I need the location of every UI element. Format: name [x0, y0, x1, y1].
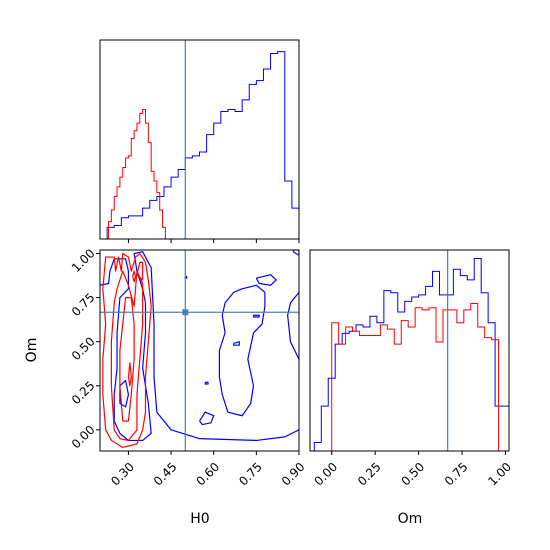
- contour-series-1-2: [119, 297, 135, 422]
- joint-x-tick-label-0: 0.30: [108, 460, 137, 489]
- joint-contours: [100, 250, 299, 449]
- joint-y-tick-label-4: 1.00: [69, 246, 98, 275]
- contour-series-1-0: [102, 252, 152, 449]
- joint-truth-marker: [182, 309, 189, 316]
- contour-series-0-3: [255, 274, 277, 286]
- joint-x-tick-label-4: 0.90: [279, 460, 308, 489]
- om-histograms: [313, 258, 509, 451]
- h0-hist-series-0: [100, 51, 299, 239]
- om-x-tick-label-3: 0.75: [442, 460, 471, 489]
- om-frame: [309, 249, 510, 452]
- om-hist-series-1: [331, 302, 506, 451]
- om-x-tick-label-1: 0.25: [355, 460, 384, 489]
- contour-series-0-5: [198, 411, 215, 426]
- contour-series-0-0: [100, 251, 299, 442]
- om-x-tick-label-0: 0.00: [312, 460, 341, 489]
- joint-y-tick-label-1: 0.25: [69, 378, 98, 407]
- x-axis-label-h0: H0: [190, 511, 209, 527]
- contour-series-1-3: [136, 261, 144, 281]
- contour-series-1-1: [110, 270, 144, 442]
- joint-x-tick-label-2: 0.60: [194, 460, 223, 489]
- contour-series-1-4: [132, 270, 137, 283]
- joint-x-tick-label-3: 0.75: [236, 460, 265, 489]
- om-hist-series-0: [313, 258, 509, 451]
- h0-histograms: [100, 51, 299, 239]
- contour-series-0-1: [287, 291, 299, 360]
- y-axis-label-om: Om: [24, 338, 40, 363]
- contour-series-0-2: [292, 250, 299, 256]
- contour-series-0-8: [204, 381, 209, 385]
- contour-series-0-4: [218, 284, 266, 417]
- h0-hist-series-1: [105, 109, 166, 239]
- h0-frame: [99, 39, 300, 240]
- joint-x-tick-label-1: 0.45: [151, 460, 180, 489]
- contour-series-0-7: [233, 341, 240, 346]
- contour-series-0-9: [252, 314, 260, 318]
- h0-om-joint-panel: 0.30 0.45 0.60 0.75 0.90 0.00 0.25 0.50 0.75 1.00: [69, 246, 308, 488]
- h0-marginal-panel: [99, 39, 300, 243]
- om-marginal-panel: 0.00 0.25 0.50 0.75 1.00: [309, 249, 514, 489]
- om-x-tick-label-4: 1.00: [485, 460, 514, 489]
- joint-y-tick-label-3: 0.75: [69, 290, 98, 319]
- om-x-tick-label-2: 0.50: [398, 460, 427, 489]
- joint-y-tick-label-0: 0.00: [69, 423, 98, 452]
- contour-series-0-10: [119, 379, 130, 408]
- joint-frame: [99, 249, 300, 452]
- x-axis-label-om: Om: [398, 511, 423, 527]
- contour-series-1-5: [127, 362, 132, 387]
- joint-y-tick-label-2: 0.50: [69, 334, 98, 363]
